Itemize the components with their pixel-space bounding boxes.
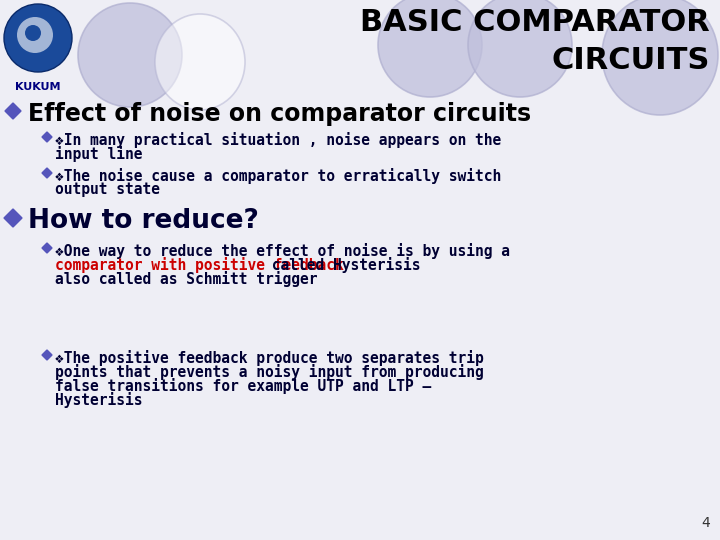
- Circle shape: [25, 25, 41, 41]
- Polygon shape: [42, 132, 52, 142]
- Text: Hysterisis: Hysterisis: [55, 392, 143, 408]
- Ellipse shape: [378, 0, 482, 97]
- Text: ❖One way to reduce the effect of noise is by using a: ❖One way to reduce the effect of noise i…: [55, 243, 510, 259]
- Polygon shape: [42, 243, 52, 253]
- Text: output state: output state: [55, 182, 160, 197]
- Circle shape: [17, 17, 53, 53]
- Text: BASIC COMPARATOR: BASIC COMPARATOR: [360, 8, 710, 37]
- Ellipse shape: [468, 0, 572, 97]
- Circle shape: [4, 4, 72, 72]
- Polygon shape: [4, 209, 22, 227]
- Text: ❖In many practical situation , noise appears on the: ❖In many practical situation , noise app…: [55, 132, 501, 148]
- Ellipse shape: [78, 3, 182, 107]
- Polygon shape: [42, 168, 52, 178]
- Ellipse shape: [602, 0, 718, 115]
- Text: ❖The noise cause a comparator to erratically switch: ❖The noise cause a comparator to erratic…: [55, 168, 501, 184]
- Text: KUKUM: KUKUM: [15, 82, 60, 92]
- Text: comparator with positive feedback: comparator with positive feedback: [55, 257, 343, 273]
- Text: How to reduce?: How to reduce?: [28, 208, 259, 234]
- Text: Effect of noise on comparator circuits: Effect of noise on comparator circuits: [28, 102, 531, 126]
- Polygon shape: [5, 103, 21, 119]
- Text: called Hysterisis: called Hysterisis: [263, 257, 420, 273]
- Polygon shape: [42, 350, 52, 360]
- Text: also called as Schmitt trigger: also called as Schmitt trigger: [55, 271, 318, 287]
- Text: ❖The positive feedback produce two separates trip: ❖The positive feedback produce two separ…: [55, 350, 484, 366]
- Text: CIRCUITS: CIRCUITS: [552, 46, 710, 75]
- Ellipse shape: [155, 14, 245, 110]
- Text: points that prevents a noisy input from producing: points that prevents a noisy input from …: [55, 364, 484, 380]
- Text: false transitions for example UTP and LTP –: false transitions for example UTP and LT…: [55, 378, 431, 394]
- Text: 4: 4: [701, 516, 710, 530]
- Text: input line: input line: [55, 146, 143, 162]
